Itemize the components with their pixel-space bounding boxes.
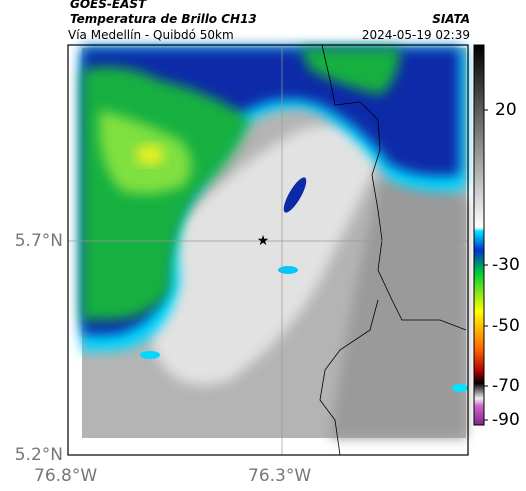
- imagery: [82, 48, 468, 438]
- city-marker: ★: [257, 233, 270, 249]
- datetime: 2024-05-19 02:39: [361, 28, 470, 42]
- lat-label: 5.2°N: [14, 445, 63, 465]
- colorbar-label: -30: [492, 255, 520, 275]
- map-frame: [67, 44, 469, 456]
- org: SIATA: [432, 12, 470, 26]
- lon-label: 76.3°W: [248, 466, 312, 486]
- colorbar-label: -50: [492, 316, 520, 336]
- colorbar-label: -70: [492, 376, 520, 396]
- colorbar-ticks: [484, 109, 488, 421]
- lon-label: 76.8°W: [34, 466, 98, 486]
- colorbar: [473, 44, 485, 426]
- colorbar-label: 20: [495, 100, 517, 120]
- source: GOES-EAST: [70, 0, 147, 11]
- borders: [319, 44, 467, 456]
- route: Vía Medellín - Quibdó 50km: [68, 28, 234, 42]
- lat-label: 5.7°N: [14, 231, 63, 251]
- colorbar-label: -90: [492, 410, 520, 430]
- title: Temperatura de Brillo CH13: [70, 12, 257, 26]
